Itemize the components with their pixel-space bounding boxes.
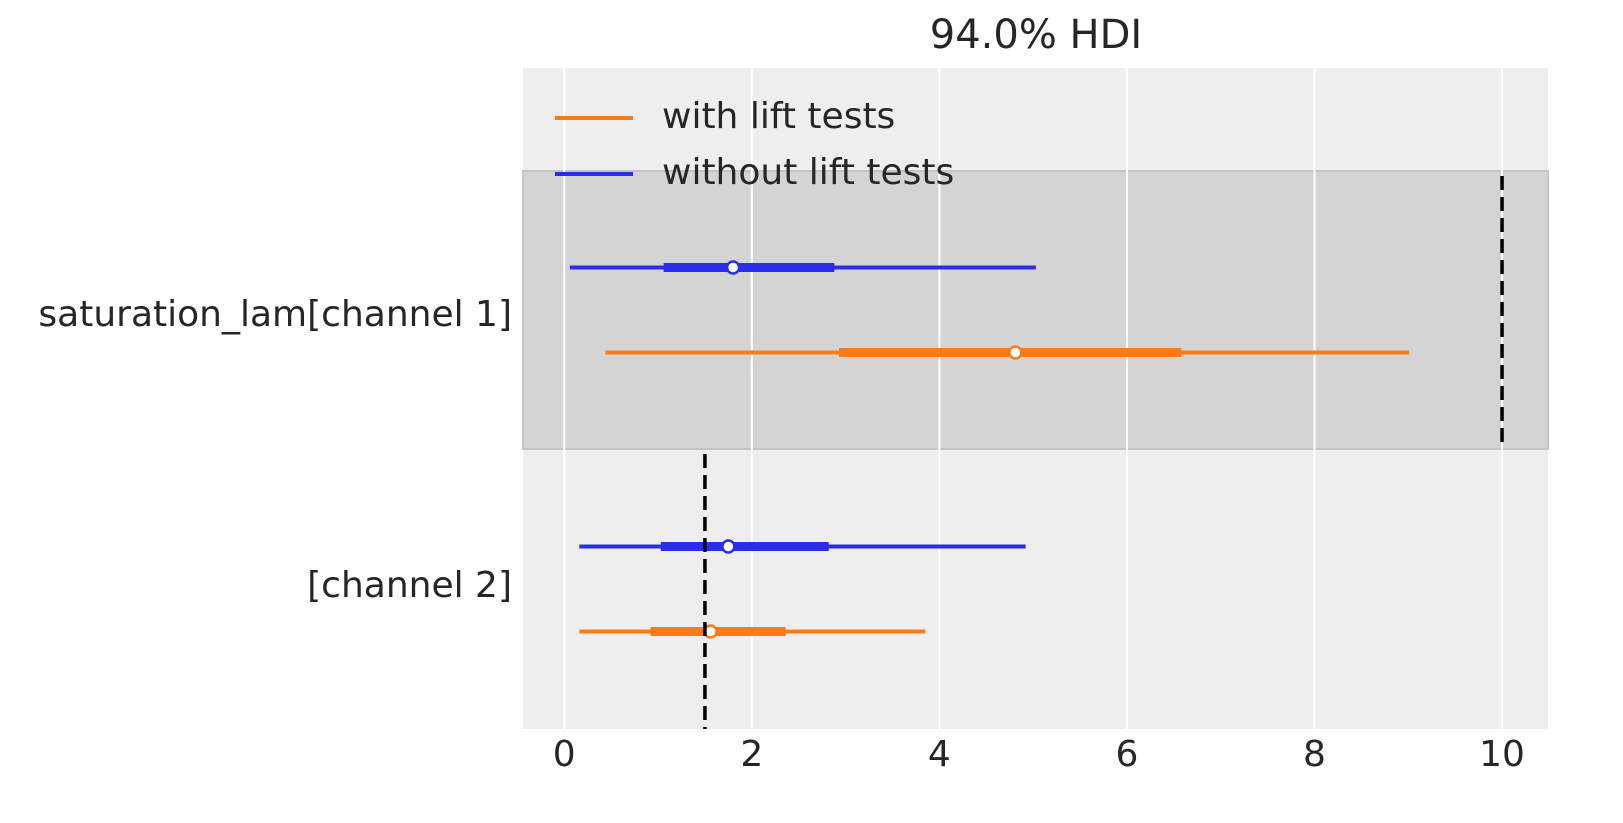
row-shade (522, 170, 1549, 450)
chart-title: 94.0% HDI (930, 12, 1142, 58)
x-tick-label: 8 (1303, 734, 1326, 775)
x-tick-label: 2 (740, 734, 763, 775)
x-tick-label: 4 (928, 734, 951, 775)
legend-label: with lift tests (662, 96, 895, 137)
legend-label: without lift tests (662, 152, 954, 193)
y-tick-label: [channel 2] (307, 565, 512, 606)
y-tick-label: saturation_lam[channel 1] (38, 294, 512, 335)
median-point (721, 539, 736, 554)
x-tick-label: 10 (1479, 734, 1525, 775)
x-tick-label: 6 (1115, 734, 1138, 775)
x-tick-label: 0 (553, 734, 576, 775)
median-point (1008, 345, 1023, 360)
median-point (725, 260, 741, 275)
